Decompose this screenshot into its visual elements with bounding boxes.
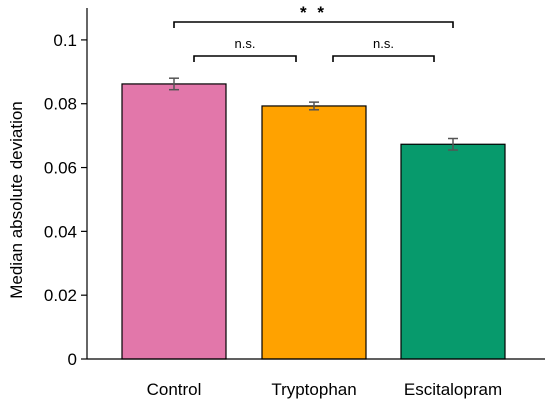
significance-label: n.s. bbox=[235, 36, 256, 51]
y-tick-label: 0.08 bbox=[44, 95, 77, 114]
x-label-tryptophan: Tryptophan bbox=[271, 380, 356, 399]
y-tick-label: 0.1 bbox=[53, 31, 77, 50]
x-label-escitalopram: Escitalopram bbox=[404, 380, 502, 399]
significance-bracket bbox=[193, 55, 297, 62]
x-labels-group: Control Tryptophan Escitalopram bbox=[147, 380, 503, 399]
bars-group bbox=[121, 83, 506, 360]
significance-bracket bbox=[332, 55, 435, 62]
x-label-control: Control bbox=[147, 380, 202, 399]
significance-label: n.s. bbox=[373, 36, 394, 51]
bar-control bbox=[121, 83, 227, 360]
bar-tryptophan bbox=[261, 105, 367, 360]
y-tick-label: 0 bbox=[68, 350, 77, 369]
y-tick-label: 0.04 bbox=[44, 222, 77, 241]
significance-bracket bbox=[173, 21, 454, 28]
bar-escitalopram bbox=[400, 143, 506, 360]
y-ticks-group: 0 0.02 0.04 0.06 0.08 0.1 bbox=[44, 31, 87, 369]
significance-label: * * bbox=[300, 3, 327, 22]
y-axis-label: Median absolute deviation bbox=[7, 101, 26, 299]
error-bars-group bbox=[169, 77, 458, 151]
y-tick-label: 0.02 bbox=[44, 286, 77, 305]
significance-group: n.s. n.s. * * bbox=[173, 3, 454, 62]
y-tick-label: 0.06 bbox=[44, 159, 77, 178]
